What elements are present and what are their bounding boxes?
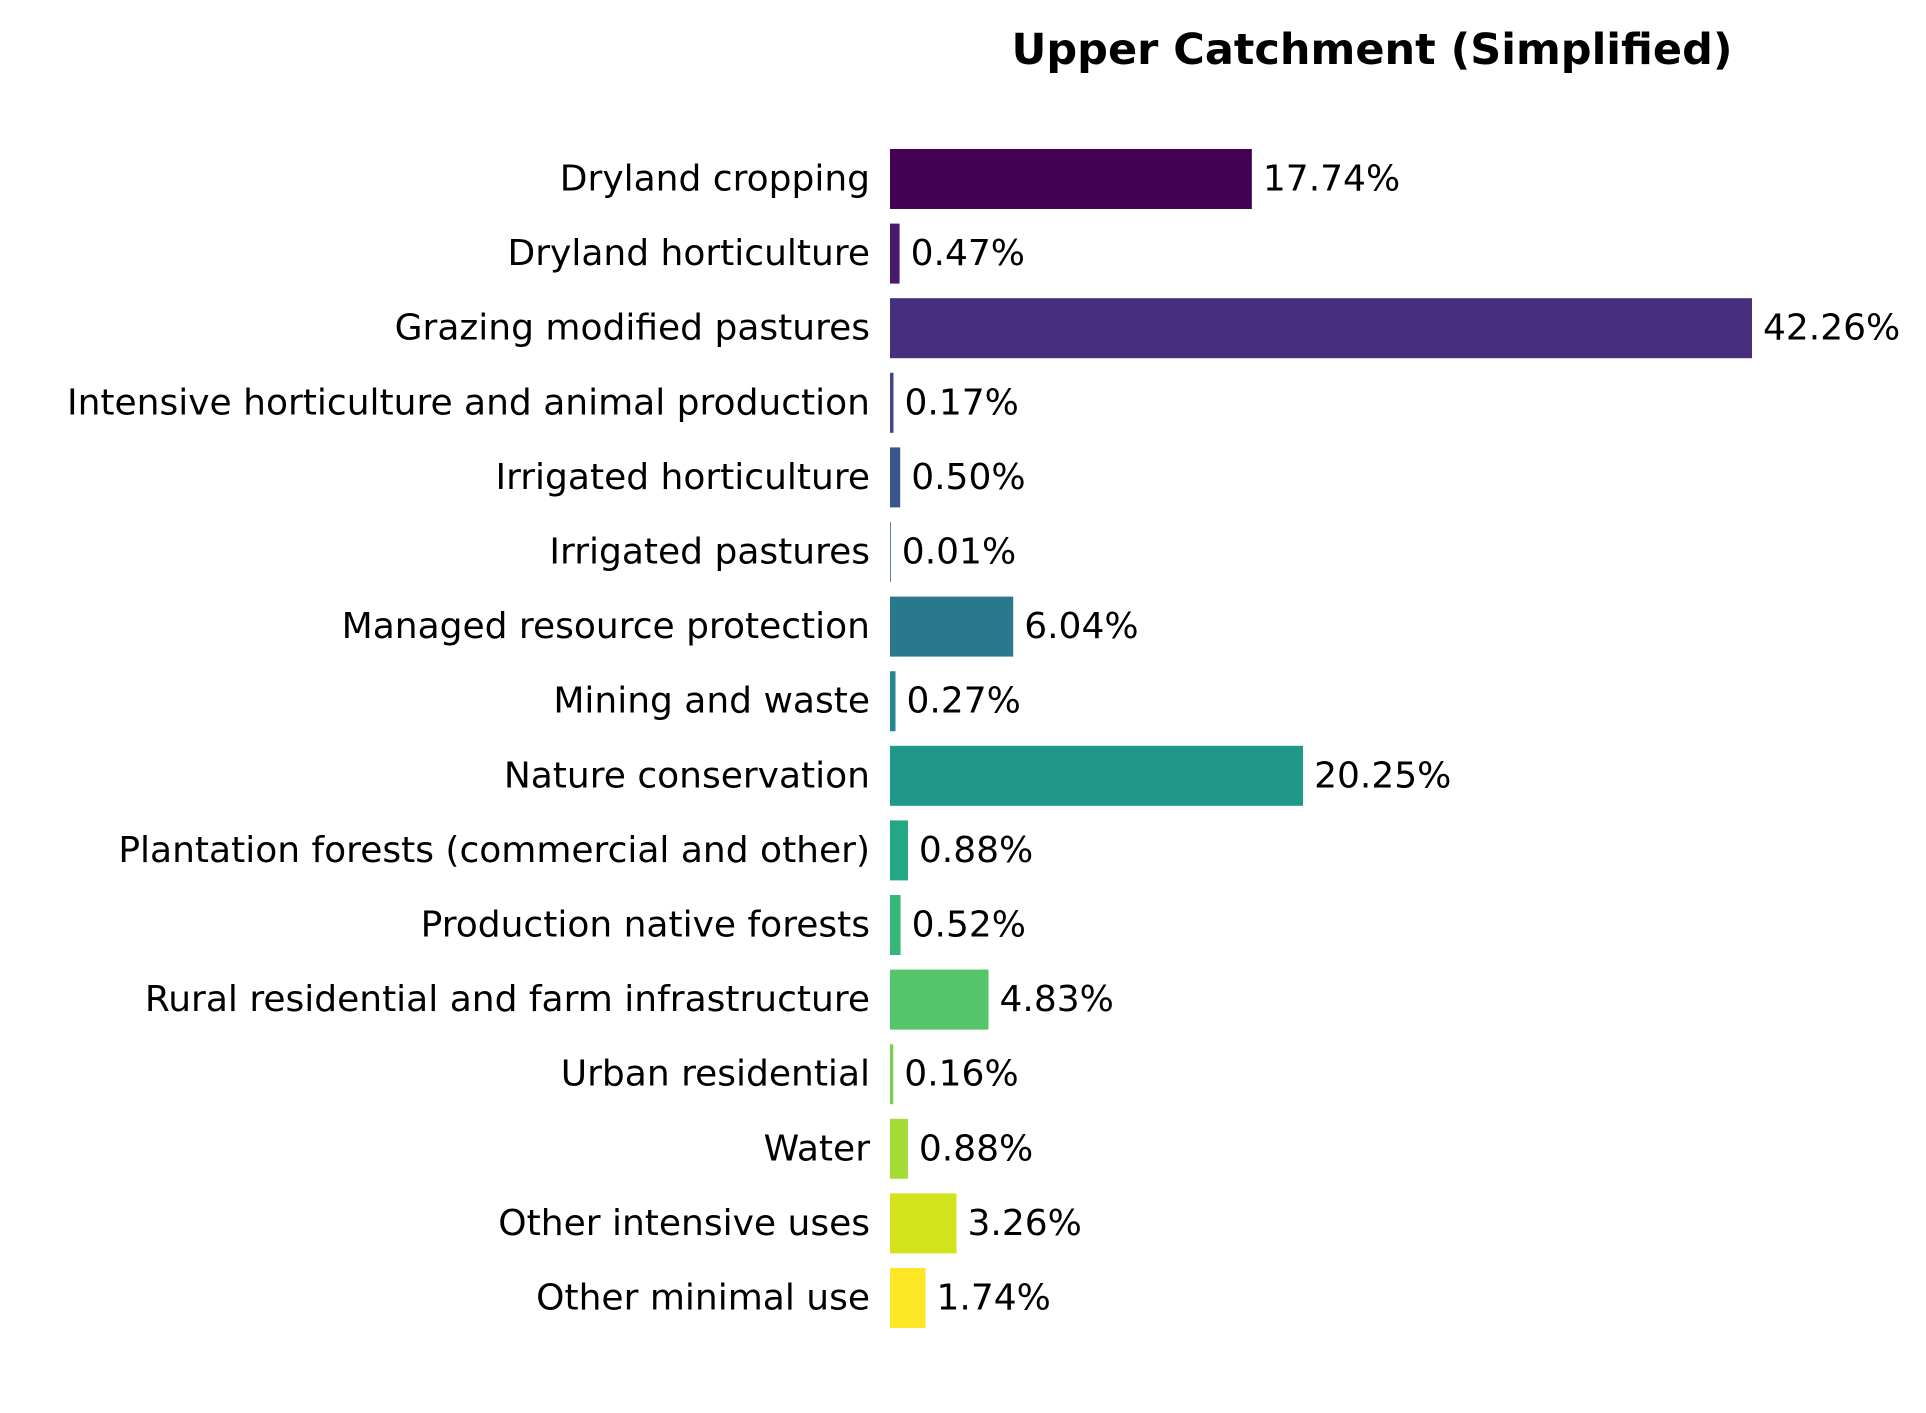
value-labels-group: 17.74% 0.47% 42.26% 0.17% 0.50% 0.01%6.04%0.2… <box>902 159 1900 1319</box>
value-label-12: 0.16% <box>904 1054 1018 1095</box>
bar-9 <box>890 820 908 881</box>
bar-8 <box>890 745 1304 806</box>
category-label-9: Plantation forests (commercial and other… <box>118 830 870 871</box>
category-label-6: Managed resource protection <box>342 606 870 647</box>
bar-1 <box>890 223 900 284</box>
category-label-4: Irrigated horticulture <box>495 457 870 498</box>
category-labels-group: Dryland cropping Dryland horticulture Graz… <box>67 159 870 1319</box>
value-label-3: 0.17% <box>905 382 1019 423</box>
value-label-1: 0.47% <box>911 233 1025 274</box>
value-label-2: 42.26% <box>1763 308 1900 349</box>
bar-13 <box>890 1118 908 1179</box>
value-label-8: 20.25% <box>1314 755 1451 796</box>
bars-group <box>890 149 1752 1328</box>
bar-0 <box>890 149 1252 209</box>
category-label-10: Production native forests <box>421 905 870 946</box>
value-label-15: 1.74% <box>937 1278 1051 1319</box>
category-label-13: Water <box>764 1128 871 1169</box>
value-label-11: 4.83% <box>1000 979 1114 1020</box>
bar-4 <box>890 447 901 508</box>
value-label-9: 0.88% <box>919 830 1033 871</box>
category-label-1: Dryland horticulture <box>508 233 870 274</box>
category-label-8: Nature conservation <box>504 755 870 796</box>
category-label-0: Dryland cropping <box>560 159 870 200</box>
category-label-7: Mining and waste <box>553 681 870 722</box>
chart-title: Upper Catchment (Simplified) <box>1011 25 1732 75</box>
value-label-5: 0.01% <box>902 532 1016 573</box>
bar-6 <box>890 596 1014 657</box>
bar-11 <box>890 969 989 1030</box>
bar-2 <box>890 298 1752 359</box>
category-label-11: Rural residential and farm infrastructur… <box>145 979 870 1020</box>
value-label-4: 0.50% <box>911 457 1025 498</box>
category-label-5: Irrigated pastures <box>549 532 870 573</box>
value-label-14: 3.26% <box>968 1203 1082 1244</box>
bar-10 <box>890 895 901 955</box>
category-label-3: Intensive horticulture and animal produc… <box>67 382 870 423</box>
category-label-12: Urban residential <box>561 1054 870 1095</box>
bar-7 <box>890 671 896 732</box>
category-label-2: Grazing modified pastures <box>395 308 870 349</box>
value-label-6: 6.04% <box>1024 606 1138 647</box>
value-label-0: 17.74% <box>1263 159 1400 200</box>
value-label-10: 0.52% <box>912 905 1026 946</box>
bar-12 <box>890 1044 894 1105</box>
bar-5 <box>890 522 891 582</box>
category-label-15: Other minimal use <box>536 1278 870 1319</box>
value-label-7: 0.27% <box>907 681 1021 722</box>
value-label-13: 0.88% <box>919 1128 1033 1169</box>
category-label-14: Other intensive uses <box>498 1203 870 1244</box>
bar-15 <box>890 1268 926 1328</box>
bar-3 <box>890 372 894 433</box>
bar-14 <box>890 1193 957 1254</box>
